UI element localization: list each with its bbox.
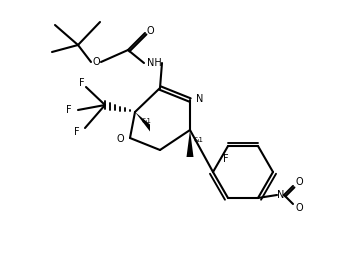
Text: N: N [277,190,285,200]
Text: &1: &1 [194,137,204,143]
Polygon shape [186,130,194,157]
Text: F: F [79,78,85,88]
Text: O: O [146,26,154,36]
Text: O: O [295,177,303,187]
Text: F: F [66,105,72,115]
Text: N: N [196,94,204,104]
Text: O: O [295,203,303,213]
Text: NH: NH [146,58,162,68]
Polygon shape [135,112,150,132]
Text: F: F [74,127,80,137]
Text: O: O [92,57,100,67]
Text: O: O [116,134,124,144]
Text: &1: &1 [142,118,152,124]
Text: F: F [223,154,229,164]
